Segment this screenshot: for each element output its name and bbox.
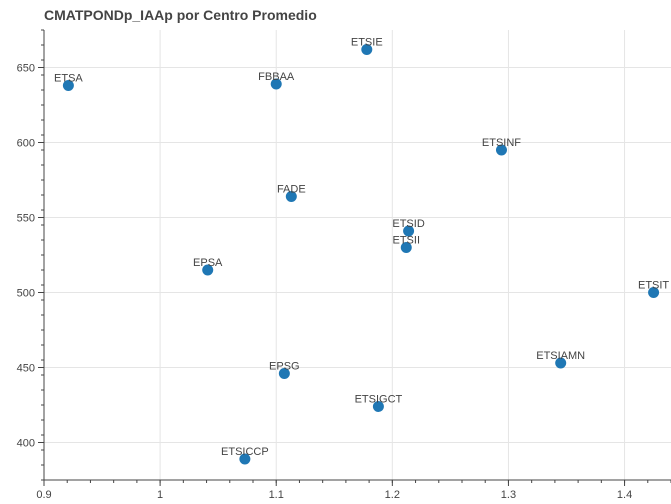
x-tick-label: 1.2: [385, 489, 400, 501]
data-point: [400, 242, 412, 253]
y-tick-label: 600: [17, 138, 35, 150]
data-point: [361, 44, 373, 55]
data-point: [202, 264, 214, 276]
data-point: [403, 225, 415, 237]
data-point: [285, 191, 297, 202]
chart-title: CMATPONDp_IAAp por Centro Promedio: [44, 7, 317, 23]
y-tick-label: 550: [17, 213, 35, 225]
point-label: ETSIAMN: [536, 350, 585, 362]
x-tick-label: 1.3: [501, 489, 516, 501]
x-axis-ticks: 0.9 1 1.1 1.2 1.3 1.4: [36, 480, 671, 501]
axes: [43, 30, 671, 481]
x-tick-label: 0.9: [36, 489, 51, 501]
point-label: ETSICCP: [221, 446, 269, 458]
data-point: [62, 80, 74, 91]
data-point: [555, 357, 567, 369]
data-points: [62, 44, 660, 465]
point-label: EPSG: [269, 361, 300, 373]
point-labels: ETSA FBBAA ETSIE ETSINF FADE ETSID ETSII EPSA ET…: [54, 37, 669, 459]
data-point: [239, 453, 251, 465]
point-label: ETSIT: [638, 280, 669, 292]
data-point: [372, 401, 384, 412]
x-tick-label: 1.1: [269, 489, 284, 501]
point-label: EPSA: [193, 257, 223, 269]
point-label: ETSII: [393, 235, 421, 247]
y-tick-label: 450: [17, 363, 35, 375]
y-tick-label: 500: [17, 288, 35, 300]
y-axis-ticks: 400 450 500 550 600 650: [17, 29, 44, 481]
point-label: ETSINF: [482, 137, 521, 149]
point-label: ETSIGCT: [355, 394, 403, 406]
y-tick-label: 400: [17, 438, 35, 450]
point-label: ETSA: [54, 73, 83, 85]
grid-lines: [43, 30, 671, 480]
point-label: FBBAA: [258, 71, 295, 83]
data-point: [495, 144, 507, 156]
x-tick-label: 1.4: [617, 489, 632, 501]
data-point: [278, 368, 290, 379]
point-label: ETSIE: [351, 37, 383, 49]
x-tick-label: 1: [157, 489, 163, 501]
data-point: [270, 78, 282, 90]
y-tick-label: 650: [17, 63, 35, 75]
point-label: FADE: [277, 184, 306, 196]
data-point: [648, 287, 660, 298]
point-label: ETSID: [392, 218, 424, 230]
